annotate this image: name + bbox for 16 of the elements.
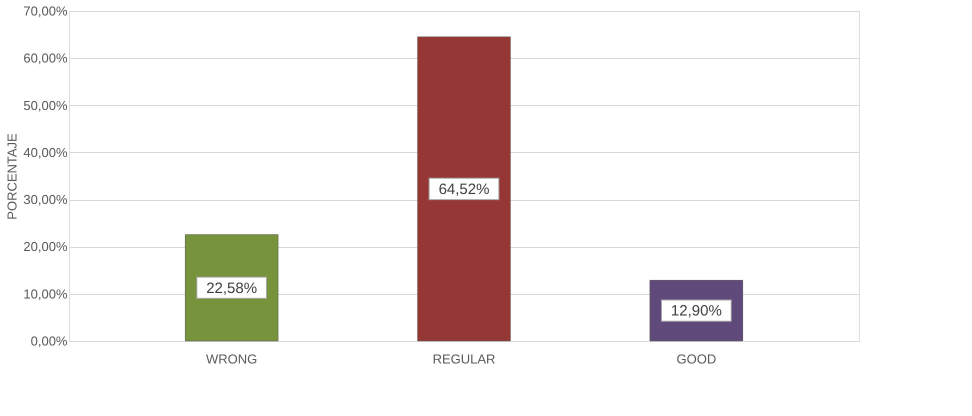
data-label: 64,52% xyxy=(438,180,490,198)
y-tick-label: 0,00% xyxy=(30,334,68,348)
x-tick-label: WRONG xyxy=(206,352,258,366)
y-tick-label: 10,00% xyxy=(23,286,68,302)
y-tick-label: 30,00% xyxy=(23,192,68,208)
x-tick-label: REGULAR xyxy=(432,352,496,366)
data-label: 22,58% xyxy=(206,280,258,297)
bar xyxy=(417,36,511,342)
y-tick-label: 70,00% xyxy=(23,4,68,18)
x-tick-label: GOOD xyxy=(676,352,716,366)
y-tick-label: 20,00% xyxy=(23,239,68,254)
y-tick-label: 60,00% xyxy=(23,50,68,66)
data-label: 12,90% xyxy=(670,302,722,320)
y-axis-title: PORCENTAJE xyxy=(4,132,20,220)
y-tick-label: 50,00% xyxy=(23,98,68,113)
y-tick-label: 40,00% xyxy=(23,144,68,160)
